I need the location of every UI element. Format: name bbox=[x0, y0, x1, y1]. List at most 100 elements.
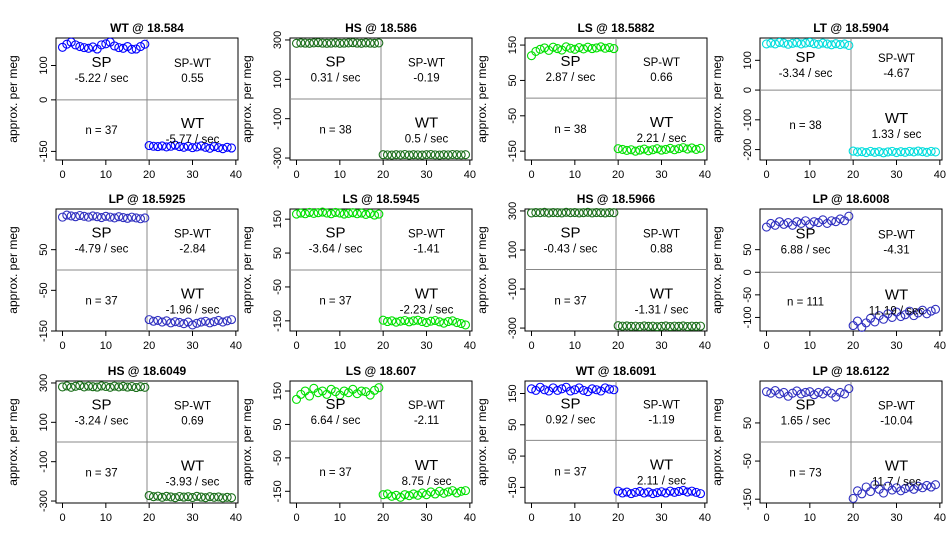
diff-label: SP-WT bbox=[878, 401, 915, 413]
y-tick-label: 0 bbox=[742, 87, 754, 93]
y-tick-label: 100 bbox=[38, 56, 50, 74]
data-point bbox=[835, 214, 845, 224]
chart-panel: LS @ 18.5882 approx. per meg 150 50 -50 -150 0… bbox=[475, 21, 711, 181]
data-point bbox=[630, 146, 641, 156]
y-tick-label: 50 bbox=[742, 244, 754, 256]
data-point bbox=[170, 317, 180, 327]
data-point bbox=[153, 142, 163, 152]
data-point bbox=[369, 210, 380, 220]
data-point bbox=[630, 487, 641, 497]
wt-label: WT bbox=[885, 110, 908, 127]
x-tick-label: 0 bbox=[59, 169, 65, 181]
y-axis-label: approx. per meg bbox=[475, 226, 489, 313]
n-label: n = 37 bbox=[85, 296, 117, 308]
data-point bbox=[831, 39, 841, 49]
data-point bbox=[591, 43, 602, 53]
data-point bbox=[174, 317, 185, 328]
n-label: n = 37 bbox=[319, 296, 351, 308]
data-point bbox=[591, 207, 602, 218]
data-point bbox=[213, 143, 224, 153]
data-point bbox=[587, 384, 597, 394]
data-point bbox=[443, 316, 453, 327]
data-point bbox=[170, 140, 180, 150]
data-point bbox=[652, 144, 662, 154]
data-point bbox=[400, 149, 410, 160]
x-tick-label: 30 bbox=[186, 512, 198, 524]
data-point bbox=[695, 489, 706, 499]
data-point bbox=[583, 207, 593, 217]
data-point bbox=[661, 321, 671, 331]
chart-title: WT @ 18.584 bbox=[110, 21, 184, 35]
data-point bbox=[909, 147, 919, 157]
data-point bbox=[917, 147, 928, 157]
x-tick-label: 10 bbox=[100, 340, 112, 352]
chart-panel: LS @ 18.607 approx. per meg 150 50 -50 -150 0 1… bbox=[240, 364, 476, 524]
data-point bbox=[761, 39, 772, 49]
wt-rate: 1.33 / sec bbox=[872, 129, 922, 141]
data-point bbox=[148, 316, 159, 326]
data-point bbox=[848, 493, 858, 503]
data-point bbox=[296, 208, 306, 218]
data-point bbox=[118, 381, 128, 391]
wt-rate: 11.7 / sec bbox=[872, 477, 921, 489]
data-point bbox=[114, 382, 124, 392]
diff-label: SP-WT bbox=[643, 400, 680, 412]
data-point bbox=[378, 150, 388, 160]
data-point bbox=[622, 487, 632, 497]
x-tick-label: 30 bbox=[420, 169, 432, 181]
x-tick-label: 20 bbox=[143, 512, 155, 524]
wt-label: WT bbox=[885, 287, 908, 304]
data-point bbox=[774, 37, 785, 48]
data-point bbox=[783, 39, 793, 49]
data-point bbox=[552, 385, 563, 395]
wt-rate: 8.75 / sec bbox=[402, 476, 452, 488]
data-point bbox=[404, 317, 414, 327]
data-point bbox=[578, 385, 589, 395]
data-point bbox=[891, 148, 902, 158]
diff-label: SP-WT bbox=[408, 400, 445, 412]
sp-rate: -3.34 / sec bbox=[779, 68, 833, 80]
data-point bbox=[413, 490, 423, 500]
data-point bbox=[648, 489, 658, 499]
data-point bbox=[844, 40, 854, 50]
data-point bbox=[443, 487, 453, 497]
data-point bbox=[600, 43, 610, 53]
x-tick-label: 0 bbox=[59, 512, 65, 524]
y-axis-label: approx. per meg bbox=[710, 226, 724, 313]
data-point bbox=[391, 150, 401, 160]
diff-value: -4.67 bbox=[883, 68, 909, 80]
data-point bbox=[613, 144, 623, 154]
data-point bbox=[887, 146, 897, 156]
y-tick-label: -50 bbox=[272, 450, 284, 466]
data-point bbox=[131, 44, 141, 54]
data-point bbox=[222, 142, 232, 152]
x-tick-label: 0 bbox=[528, 169, 534, 181]
data-point bbox=[131, 382, 141, 393]
data-point bbox=[421, 150, 432, 160]
data-point bbox=[535, 382, 545, 392]
n-label: n = 73 bbox=[789, 468, 821, 480]
data-point bbox=[844, 211, 854, 221]
n-label: n = 38 bbox=[789, 120, 821, 132]
data-point bbox=[766, 218, 776, 229]
data-point bbox=[539, 207, 550, 217]
sp-rate: -0.43 / sec bbox=[544, 243, 598, 255]
data-point bbox=[330, 38, 341, 48]
data-point bbox=[426, 149, 436, 160]
y-axis-label: approx. per meg bbox=[710, 55, 724, 142]
data-point bbox=[361, 209, 371, 219]
data-point bbox=[835, 387, 845, 397]
x-tick-label: 10 bbox=[334, 512, 346, 524]
data-point bbox=[408, 316, 419, 326]
data-point bbox=[192, 318, 202, 328]
data-point bbox=[456, 486, 466, 496]
data-point bbox=[570, 44, 580, 54]
x-tick-label: 40 bbox=[230, 340, 242, 352]
x-tick-label: 0 bbox=[763, 169, 769, 181]
data-point bbox=[387, 491, 397, 501]
y-tick-label: -300 bbox=[272, 147, 284, 169]
data-point bbox=[135, 382, 146, 392]
x-tick-label: 40 bbox=[934, 340, 946, 352]
data-point bbox=[218, 317, 228, 327]
y-tick-label: -150 bbox=[272, 480, 284, 502]
